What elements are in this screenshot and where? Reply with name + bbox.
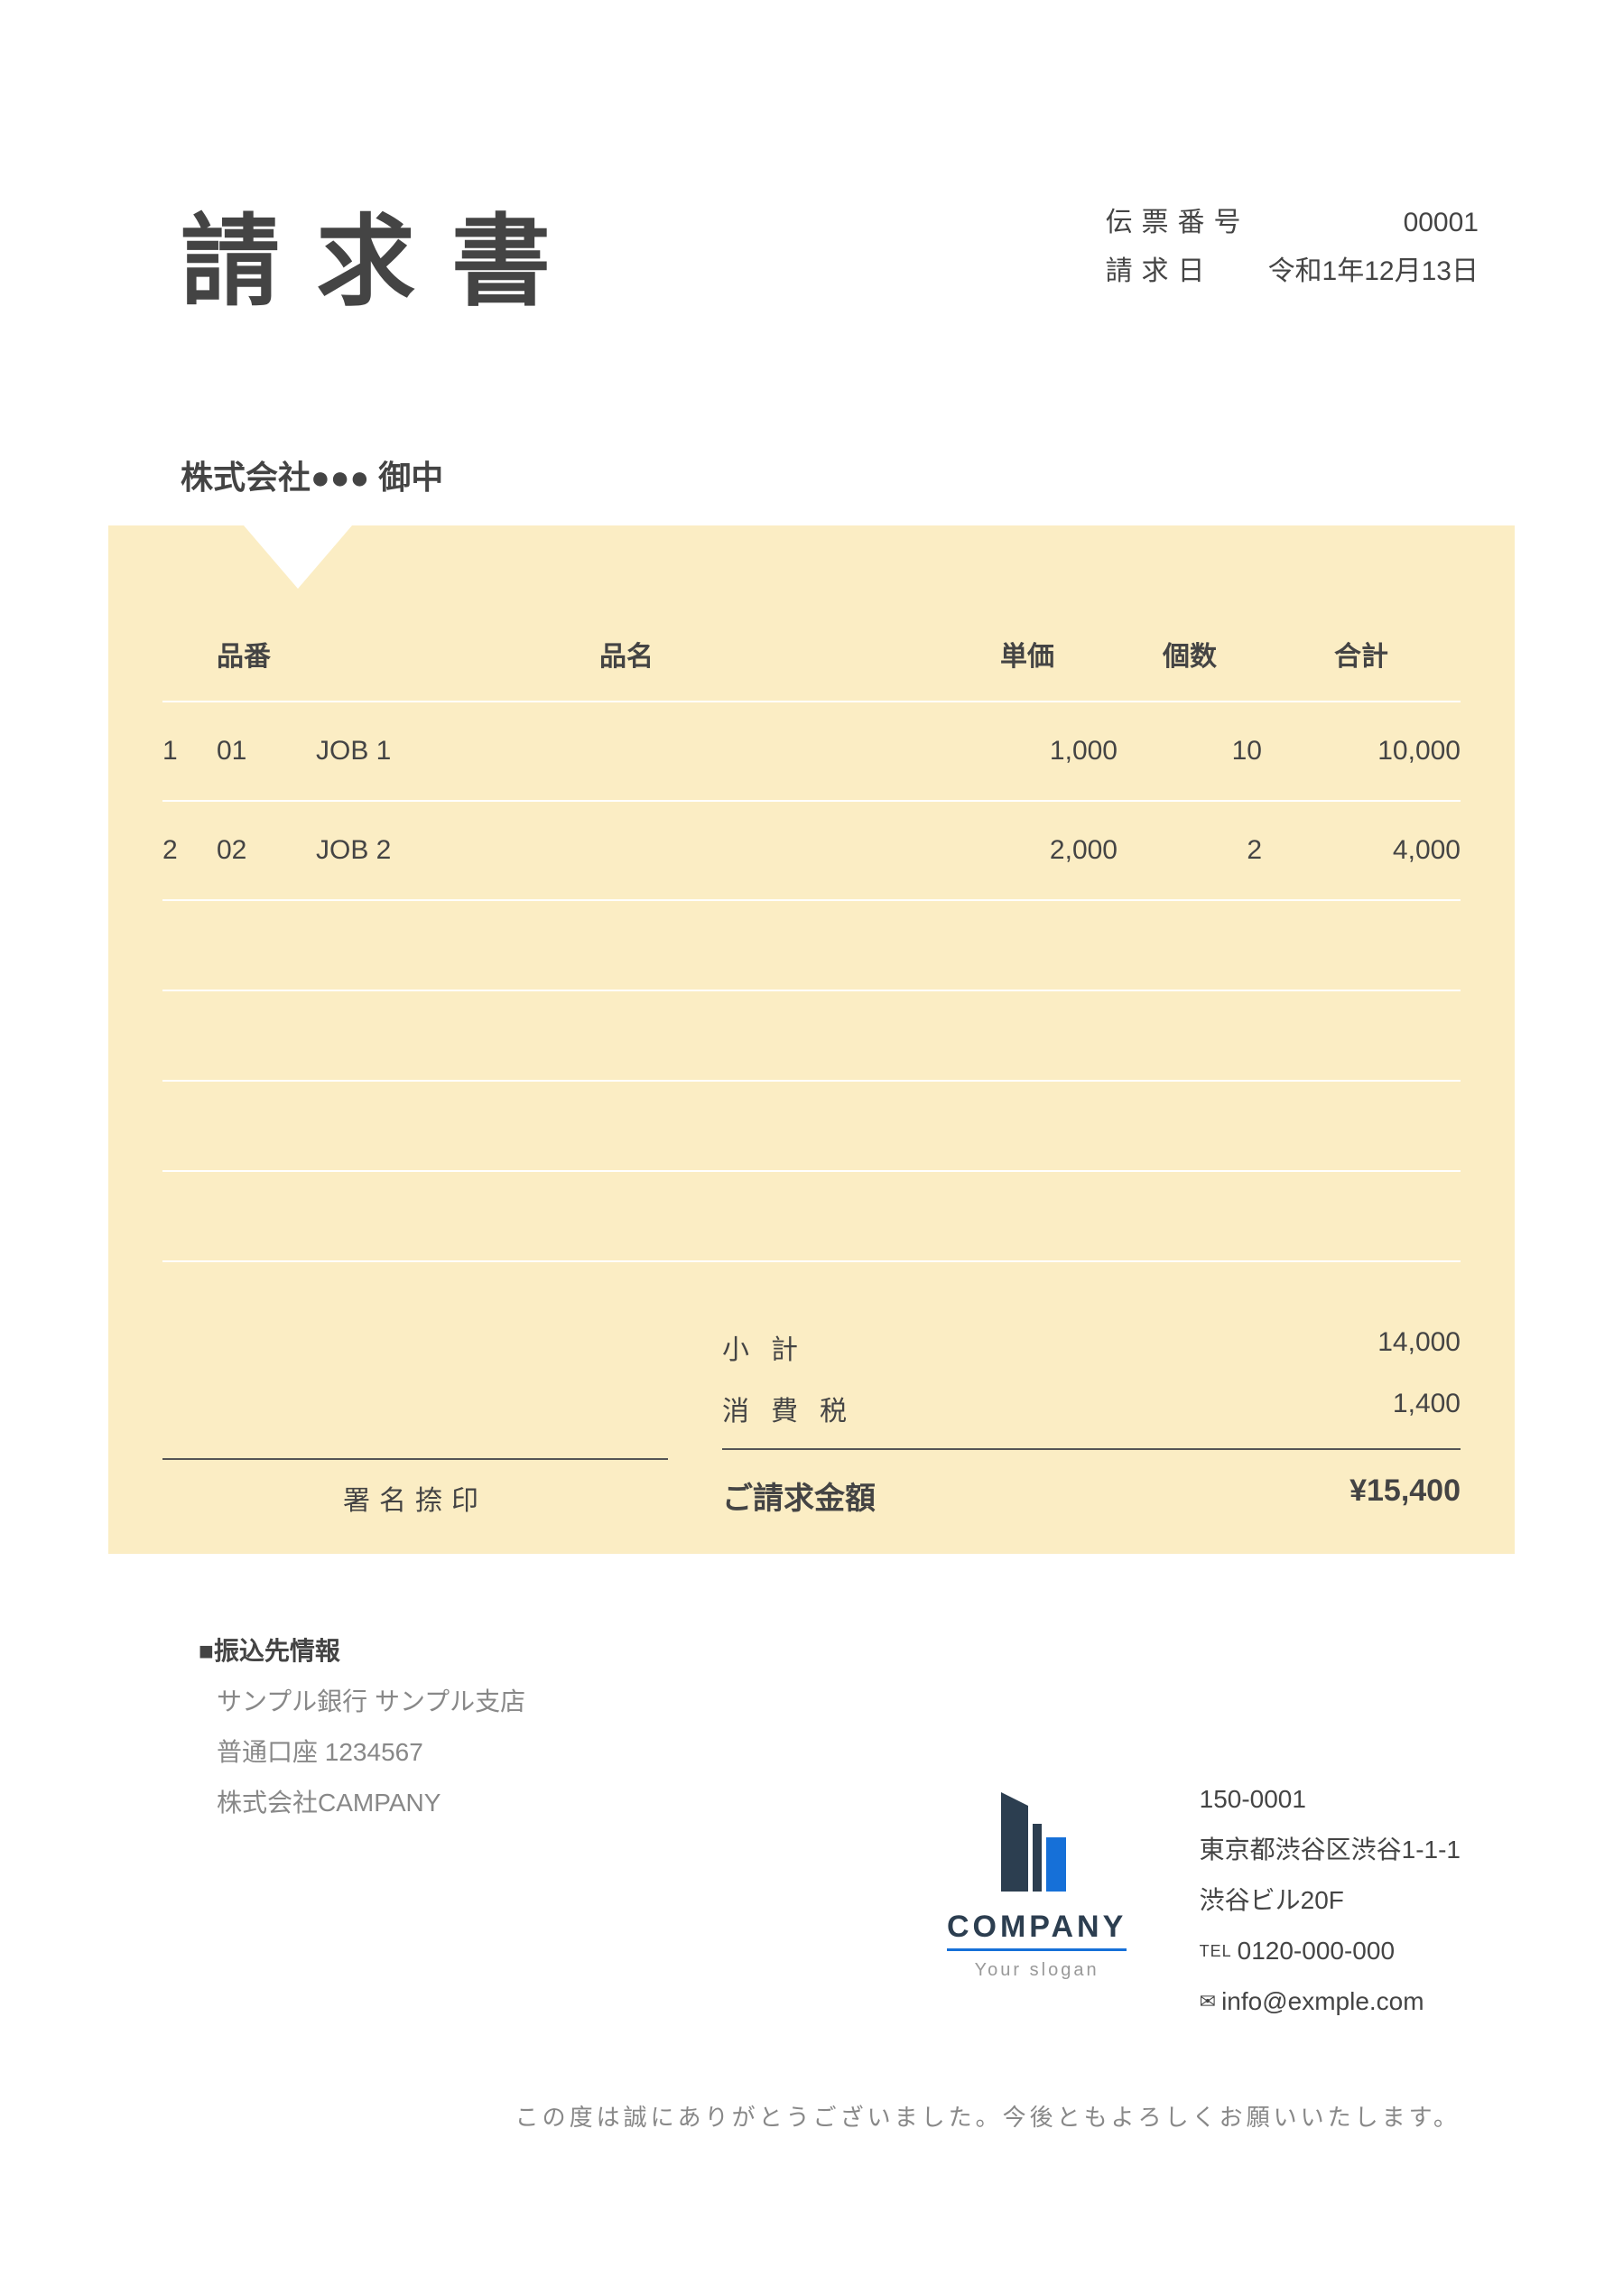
invoice-date-value: 令和1年12月13日 xyxy=(1268,247,1479,296)
logo-block: COMPANY Your slogan xyxy=(920,1774,1155,1981)
company-logo-icon xyxy=(965,1774,1109,1901)
totals: 小計 14,000 消費税 1,400 ご請求金額 ¥15,400 xyxy=(722,1316,1461,1518)
bank-title: ■振込先情報 xyxy=(199,1626,1515,1677)
invoice-date-row: 請求日 令和1年12月13日 xyxy=(1106,247,1479,296)
slip-number-row: 伝票番号 00001 xyxy=(1106,199,1479,247)
items-panel: # 品番 品名 単価 個数 合計 101JOB 11,0001010,00020… xyxy=(108,525,1515,1554)
mail-icon: ✉ xyxy=(1200,1982,1216,2022)
company-name: COMPANY xyxy=(947,1910,1127,1951)
table-row: 101JOB 11,0001010,000 xyxy=(162,702,1461,802)
closing-message: この度は誠にありがとうございました。今後ともよろしくお願いいたします。 xyxy=(108,2099,1515,2133)
tel-line: TEL 0120-000-000 xyxy=(1200,1926,1461,1976)
cell-name: JOB 2 xyxy=(307,835,937,866)
cell-qty: 10 xyxy=(1118,736,1262,767)
tel-prefix: TEL xyxy=(1200,1935,1232,1967)
cell-code: 02 xyxy=(217,835,307,866)
cell-total: 4,000 xyxy=(1262,835,1461,866)
col-qty-header: 個数 xyxy=(1118,634,1262,674)
signature-label: 署名捺印 xyxy=(343,1486,487,1516)
table-row-empty xyxy=(162,1082,1461,1172)
grand-total-label: ご請求金額 xyxy=(722,1473,876,1518)
subtotal-label: 小計 xyxy=(722,1327,820,1367)
cell-total: 10,000 xyxy=(1262,736,1461,767)
tax-label: 消費税 xyxy=(722,1389,868,1428)
document-title: 請求書 xyxy=(181,181,587,325)
subtotal-row: 小計 14,000 xyxy=(722,1316,1461,1378)
table-row: 202JOB 22,00024,000 xyxy=(162,802,1461,901)
cell-idx: 1 xyxy=(162,736,217,767)
totals-wrap: 署名捺印 小計 14,000 消費税 1,400 ご請求金額 ¥15,400 xyxy=(162,1316,1461,1518)
email-address: info@exmple.com xyxy=(1221,1976,1424,2027)
tel-number: 0120-000-000 xyxy=(1238,1926,1395,1976)
table-row-empty xyxy=(162,991,1461,1082)
subtotal-value: 14,000 xyxy=(1377,1327,1461,1367)
signature-box: 署名捺印 xyxy=(162,1458,668,1518)
table-header: # 品番 品名 単価 個数 合計 xyxy=(162,525,1461,702)
pointer-triangle-icon xyxy=(244,525,352,589)
bank-line: 普通口座 1234567 xyxy=(199,1727,1515,1778)
email-line: ✉ info@exmple.com xyxy=(1200,1976,1461,2027)
table-row-empty xyxy=(162,1172,1461,1262)
address-line-2: 渋谷ビル20F xyxy=(1200,1875,1461,1926)
header-meta: 伝票番号 00001 請求日 令和1年12月13日 xyxy=(1106,199,1479,296)
invoice-date-label: 請求日 xyxy=(1106,247,1214,296)
col-total-header: 合計 xyxy=(1262,634,1461,674)
cell-price: 1,000 xyxy=(937,736,1118,767)
totals-divider xyxy=(722,1448,1461,1450)
slip-number-value: 00001 xyxy=(1404,199,1479,247)
recipient: 株式会社●●● 御中 xyxy=(108,451,1515,498)
address-line-1: 東京都渋谷区渋谷1-1-1 xyxy=(1200,1825,1461,1875)
col-code-header: 品番 xyxy=(217,634,307,674)
tax-row: 消費税 1,400 xyxy=(722,1378,1461,1439)
cell-name: JOB 1 xyxy=(307,736,937,767)
col-price-header: 単価 xyxy=(937,634,1118,674)
grand-total-row: ご請求金額 ¥15,400 xyxy=(722,1459,1461,1518)
grand-total-value: ¥15,400 xyxy=(1349,1473,1461,1518)
header: 請求書 伝票番号 00001 請求日 令和1年12月13日 xyxy=(108,181,1515,325)
company-slogan: Your slogan xyxy=(920,1960,1155,1981)
postal-code: 150-0001 xyxy=(1200,1774,1461,1825)
table-row-empty xyxy=(162,901,1461,991)
col-name-header: 品名 xyxy=(307,634,937,674)
cell-price: 2,000 xyxy=(937,835,1118,866)
bank-line: サンプル銀行 サンプル支店 xyxy=(199,1677,1515,1727)
cell-qty: 2 xyxy=(1118,835,1262,866)
cell-idx: 2 xyxy=(162,835,217,866)
contact-block: 150-0001 東京都渋谷区渋谷1-1-1 渋谷ビル20F TEL 0120-… xyxy=(1200,1774,1461,2027)
tax-value: 1,400 xyxy=(1393,1389,1461,1428)
cell-code: 01 xyxy=(217,736,307,767)
slip-number-label: 伝票番号 xyxy=(1106,199,1250,247)
